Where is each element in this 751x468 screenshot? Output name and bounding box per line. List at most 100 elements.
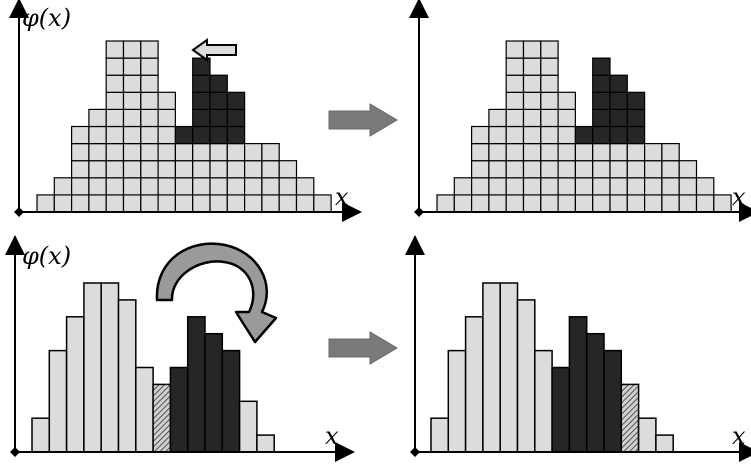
top-left-light-cell [140,143,159,162]
top-left-light-cell [70,143,90,162]
top-right-light-cell [626,160,646,179]
top-right-light-cell [522,40,542,59]
top-left-light-cell [174,160,194,179]
top-left-dark-cell [192,57,211,76]
top-left-light-cell [140,125,159,145]
top-left-light-cell [53,177,73,196]
bottom-left-bar-light [31,417,51,453]
top-left-light-cell [244,160,263,179]
top-left-light-cell [313,194,332,213]
top-left-dark-cell [174,125,194,145]
top-left-light-cell [140,160,159,179]
top-right-light-cell [471,194,490,213]
top-right-light-cell [609,177,628,196]
bottom-left-bar-dark [204,332,224,453]
phi-label-bottom-left: φ(x) [22,242,71,270]
top-left-light-cell [88,125,107,145]
top-right-light-cell [436,194,455,213]
top-left-light-cell [226,177,246,196]
top-left-light-cell [122,143,142,162]
top-left-light-cell [192,177,211,196]
top-right-light-cell [661,160,680,179]
top-right-light-cell [505,57,525,76]
bottom-left-bar-light [48,349,68,453]
top-right-light-cell [643,194,663,213]
top-left-light-cell [105,160,125,179]
panel-bottom-right [405,235,751,462]
bottom-right-bar-light [516,299,536,453]
top-right-light-cell [592,143,611,162]
bottom-left-bar-light [65,316,85,453]
top-right-light-cell [453,177,473,196]
top-right-light-cell [522,194,542,213]
panel-top-right [409,0,751,222]
bottom-right-bar-light [499,282,519,453]
top-left-light-cell [105,194,125,213]
top-right-light-cell [488,108,507,128]
top-right-light-cell [661,143,680,162]
top-left-light-cell [244,143,263,162]
top-right-light-cell [540,177,559,196]
top-left-light-cell [122,91,142,111]
x-label-bottom-left: x [325,422,339,450]
top-right-light-cell [540,91,559,111]
top-left-light-cell [209,160,228,179]
top-left-light-cell [88,143,107,162]
top-right-light-cell [540,143,559,162]
top-right-dark-cell [609,108,628,128]
top-right-dark-cell [609,91,628,111]
top-left-light-cell [140,177,159,196]
bottom-right-bar-light [482,282,501,453]
top-left-light-cell [122,160,142,179]
top-right-light-cell [643,143,663,162]
bottom-right-bar-light [430,417,450,453]
top-left-light-cell [105,91,125,111]
top-right-light-cell [678,194,698,213]
top-left-dark-cell [192,108,211,128]
top-right-light-cell [609,143,628,162]
top-right-light-cell [453,194,473,213]
phi-label-top-left: φ(x) [22,4,71,32]
top-right-light-cell [540,108,559,128]
top-right-dark-cell [592,125,611,145]
top-right-light-cell [488,194,507,213]
top-right-light-cell [643,177,663,196]
top-left-dark-cell [209,125,228,145]
top-right-light-cell [626,177,646,196]
top-right-light-cell [574,143,594,162]
top-left-light-cell [105,74,125,93]
top-left-light-cell [174,177,194,196]
bottom-left-bar-light [117,299,137,453]
top-right-dark-cell [626,108,646,128]
top-right-light-cell [505,160,525,179]
top-left-light-cell [278,160,298,179]
top-left-light-cell [70,194,90,213]
top-left-light-cell [226,194,246,213]
top-left-light-cell [53,194,73,213]
top-right-light-cell [557,194,576,213]
top-left-light-cell [140,57,159,76]
top-left-light-cell [122,194,142,213]
top-right-light-cell [557,143,576,162]
top-right-dark-cell [592,57,611,76]
top-right-light-cell [557,160,576,179]
top-right-dark-cell [626,125,646,145]
top-right-light-cell [661,177,680,196]
top-left-light-cell [261,177,280,196]
top-left-light-cell [261,143,280,162]
top-left-light-cell [70,160,90,179]
top-right-light-cell [522,74,542,93]
x-label-bottom-right: x [732,422,746,450]
top-right-light-cell [574,177,594,196]
bottom-right-bar-light [655,434,674,453]
top-right-light-cell [522,108,542,128]
top-left-light-cell [140,91,159,111]
top-right-light-cell [592,194,611,213]
top-left-dark-cell [209,91,228,111]
top-right-light-cell [540,160,559,179]
flow-arrow-bottom-icon [328,331,398,365]
top-left-light-cell [157,143,177,162]
top-left-light-cell [226,143,246,162]
top-left-light-cell [105,40,125,59]
bottom-left-bar-dark [169,366,189,453]
